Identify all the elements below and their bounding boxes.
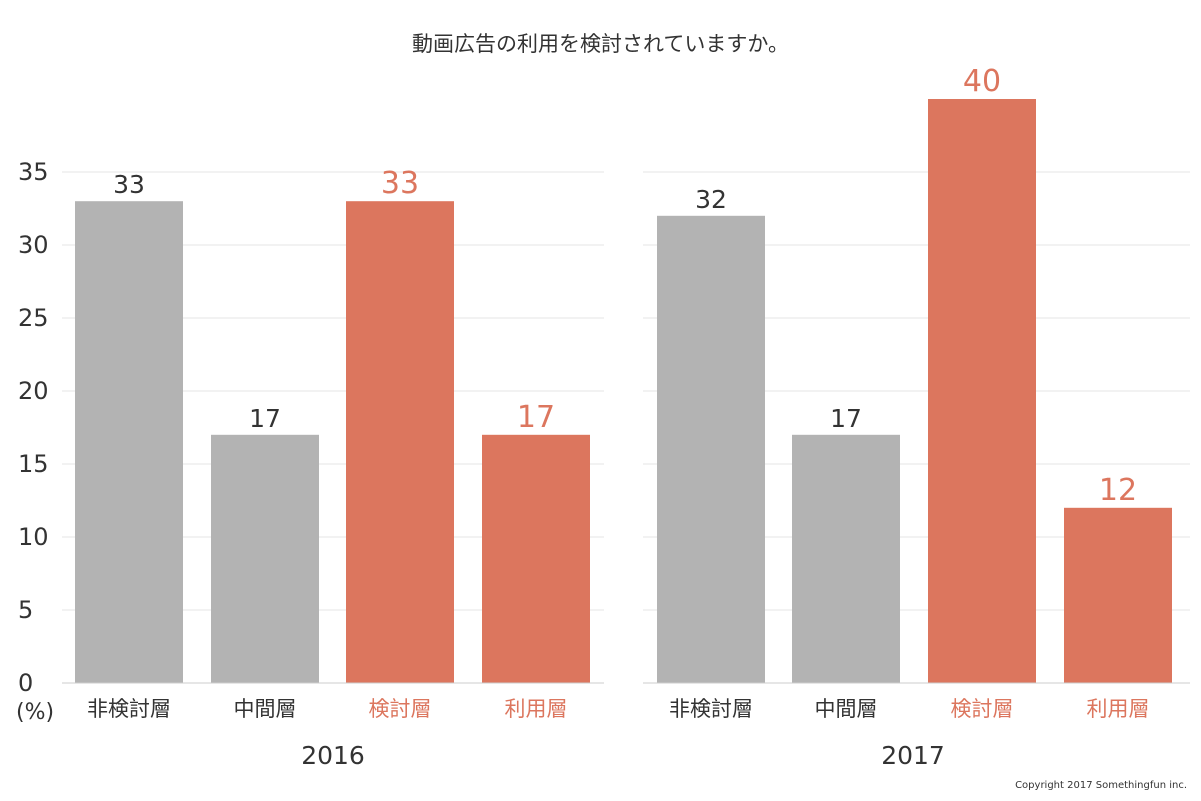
bar-2017-1 [657,215,765,684]
x-tick-label: 利用層 [505,697,568,721]
bar-2016-1 [75,201,183,683]
y-tick-label: 10 [18,523,49,551]
data-label: 40 [963,64,1001,99]
y-tick-label: 35 [18,158,49,186]
x-axis-label: 2016 [301,741,365,770]
y-tick-label: 20 [18,377,49,405]
data-label: 33 [113,170,145,199]
x-tick-label: 中間層 [234,697,297,721]
bar-2017-4 [1064,507,1172,683]
bar-2017-3 [928,99,1036,683]
x-tick-label: 非検討層 [669,697,753,721]
bar-2016-2 [211,434,319,683]
data-label: 17 [517,400,555,435]
x-tick-label: 中間層 [815,697,878,721]
chart-title: 動画広告の利用を検討されていますか。 [412,32,789,56]
y-tick-label: 30 [18,231,49,259]
bar-2016-4 [482,434,590,683]
x-tick-label: 非検討層 [87,697,171,721]
data-label: 33 [381,166,419,201]
x-tick-label: 検討層 [369,697,432,721]
x-tick-label: 検討層 [951,697,1014,721]
y-tick-label: 25 [18,304,49,332]
data-label: 12 [1099,473,1137,508]
y-tick-label: 5 [18,596,33,624]
x-tick-label: 利用層 [1087,697,1150,721]
data-label: 17 [249,404,281,433]
x-axis-label: 2017 [881,741,945,770]
data-label: 17 [830,404,862,433]
y-tick-label: 0 [18,669,33,697]
copyright-notice: Copyright 2017 Somethingfun inc. [1015,780,1187,791]
bar-2016-3 [346,201,454,683]
bar-2017-2 [792,434,900,683]
data-label: 32 [695,185,727,214]
y-axis-unit-label: (%) [16,700,55,725]
y-tick-label: 15 [18,450,49,478]
